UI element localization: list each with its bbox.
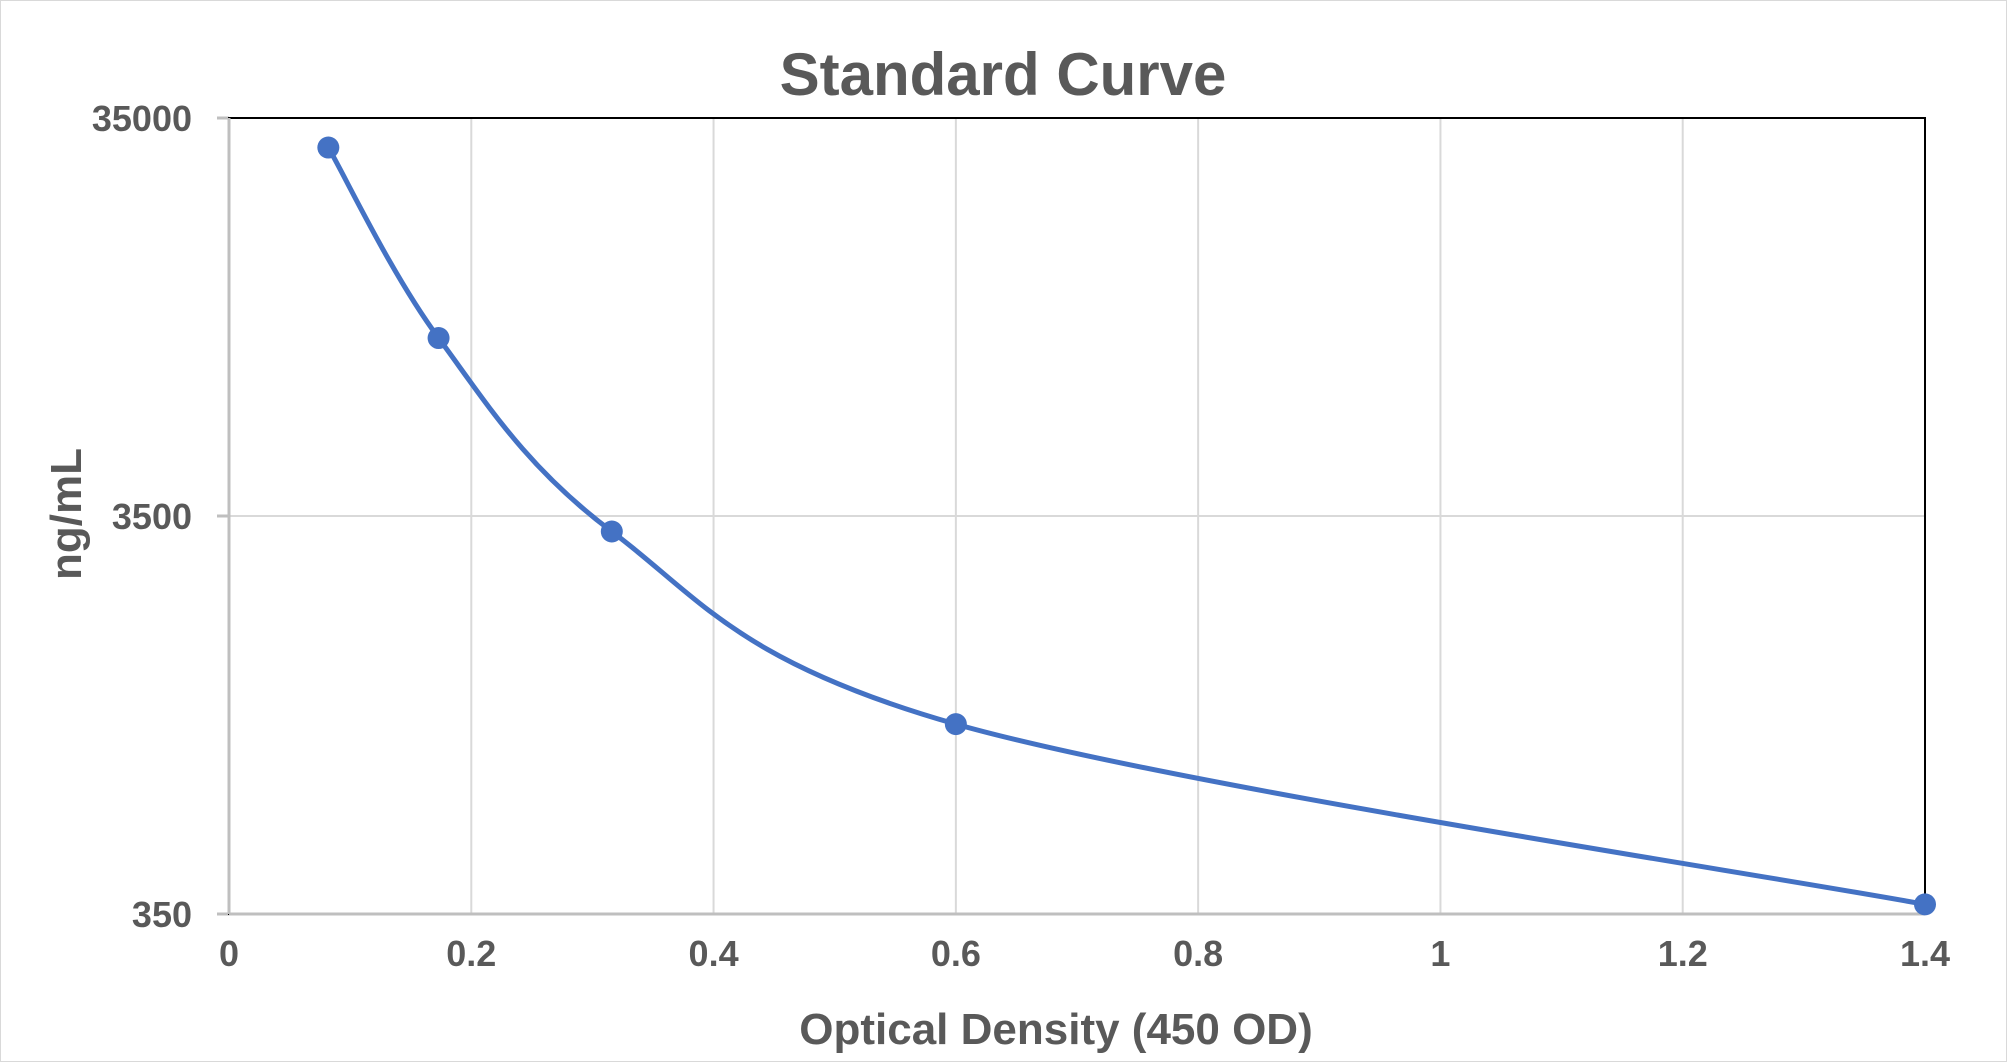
x-tick-label: 1.4 bbox=[1900, 933, 1950, 974]
x-tick-label: 0 bbox=[219, 933, 239, 974]
data-point bbox=[427, 327, 450, 350]
y-tick-label: 3500 bbox=[112, 496, 192, 537]
x-tick-label: 1 bbox=[1430, 933, 1450, 974]
x-tick-label: 0.8 bbox=[1173, 933, 1223, 974]
chart-title: Standard Curve bbox=[780, 41, 1227, 108]
x-tick-label: 0.4 bbox=[689, 933, 739, 974]
gridlines bbox=[229, 118, 1925, 914]
y-axis-label: ng/mL bbox=[42, 448, 91, 580]
x-tick-label: 0.2 bbox=[446, 933, 496, 974]
y-tick-label: 35000 bbox=[92, 98, 192, 139]
series bbox=[317, 136, 1936, 916]
y-tick-label: 350 bbox=[132, 894, 192, 935]
data-point bbox=[944, 713, 967, 736]
x-tick-label: 1.2 bbox=[1658, 933, 1708, 974]
data-point bbox=[317, 136, 340, 159]
series-line bbox=[325, 145, 1928, 907]
axes bbox=[217, 116, 1926, 916]
data-point bbox=[600, 520, 623, 543]
data-point bbox=[1914, 893, 1936, 916]
x-tick-labels: 0 0.2 0.4 0.6 0.8 1 1.2 1.4 bbox=[219, 933, 1950, 974]
y-tick-labels: 350 3500 35000 bbox=[92, 98, 192, 935]
x-tick-label: 0.6 bbox=[931, 933, 981, 974]
x-axis-label: Optical Density (450 OD) bbox=[799, 1005, 1312, 1054]
